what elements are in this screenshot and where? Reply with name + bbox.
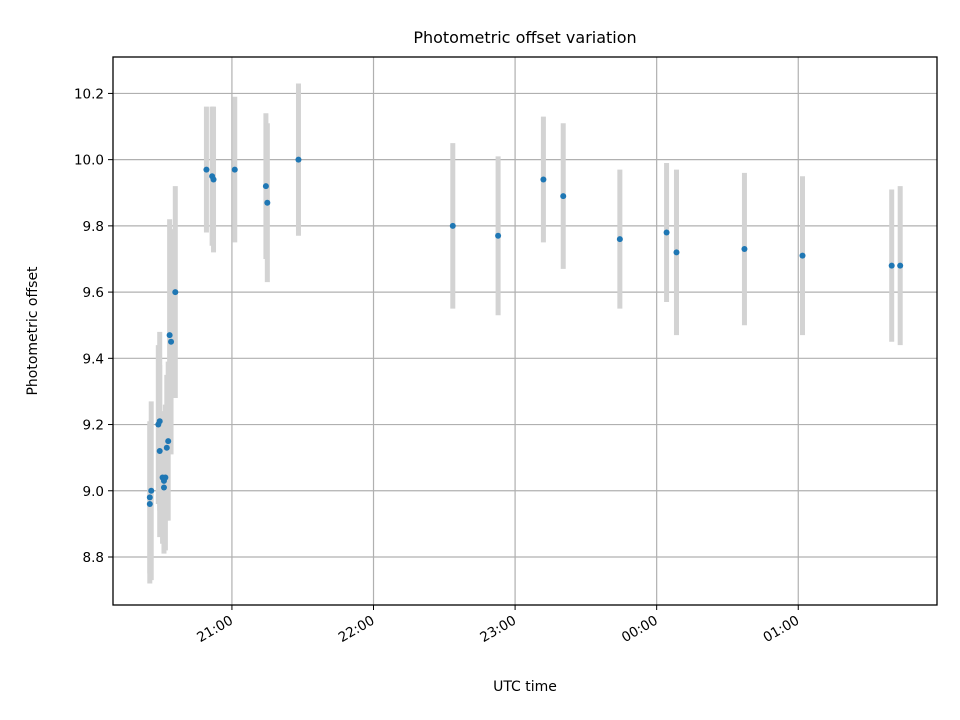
y-tick-label: 10.2 — [74, 86, 104, 102]
data-point — [172, 289, 179, 296]
y-tick-label: 9.6 — [83, 285, 104, 301]
data-point — [203, 166, 210, 173]
data-point — [741, 246, 748, 253]
grid-lines — [113, 57, 937, 605]
axis-ticks: 21:00 22:00 23:00 00:00 01:00 8.8 9.0 9.2 9.4 9.6… — [74, 86, 802, 645]
data-point — [166, 332, 173, 339]
data-point — [163, 444, 170, 451]
chart-title: Photometric offset variation — [413, 28, 636, 47]
data-point — [165, 438, 172, 445]
data-point — [146, 494, 153, 501]
data-point — [616, 236, 623, 243]
data-point — [148, 487, 155, 494]
y-tick-label: 9.8 — [83, 219, 104, 235]
data-point — [888, 262, 895, 269]
data-point — [663, 229, 670, 236]
plot-frame — [112, 56, 938, 606]
data-point — [210, 176, 217, 183]
data-point — [673, 249, 680, 256]
x-tick-label: 01:00 — [761, 613, 803, 646]
y-tick-label: 9.4 — [83, 351, 104, 367]
data-points — [146, 156, 904, 508]
y-tick-label: 8.8 — [83, 550, 104, 566]
data-point — [160, 484, 167, 491]
data-point — [162, 474, 169, 481]
data-point — [560, 193, 567, 200]
x-tick-label: 22:00 — [336, 613, 378, 646]
x-tick-label: 21:00 — [194, 613, 236, 646]
data-point — [799, 252, 806, 259]
data-point — [156, 448, 163, 455]
data-point — [897, 262, 904, 269]
data-point — [264, 199, 271, 206]
data-point — [449, 222, 456, 229]
data-point — [495, 232, 502, 239]
x-tick-label: 00:00 — [619, 613, 661, 646]
y-tick-label: 9.0 — [83, 484, 104, 500]
data-point — [295, 156, 302, 163]
x-axis-label: UTC time — [493, 679, 557, 695]
error-bars — [147, 83, 903, 584]
y-tick-label: 9.2 — [83, 418, 104, 434]
x-tick-label: 23:00 — [477, 613, 519, 646]
y-axis-label: Photometric offset — [25, 266, 41, 396]
data-point — [262, 183, 269, 190]
data-point — [146, 501, 153, 508]
data-point — [156, 418, 163, 425]
data-point — [231, 166, 238, 173]
data-point — [168, 338, 175, 345]
y-tick-label: 10.0 — [74, 153, 104, 169]
data-point — [540, 176, 547, 183]
